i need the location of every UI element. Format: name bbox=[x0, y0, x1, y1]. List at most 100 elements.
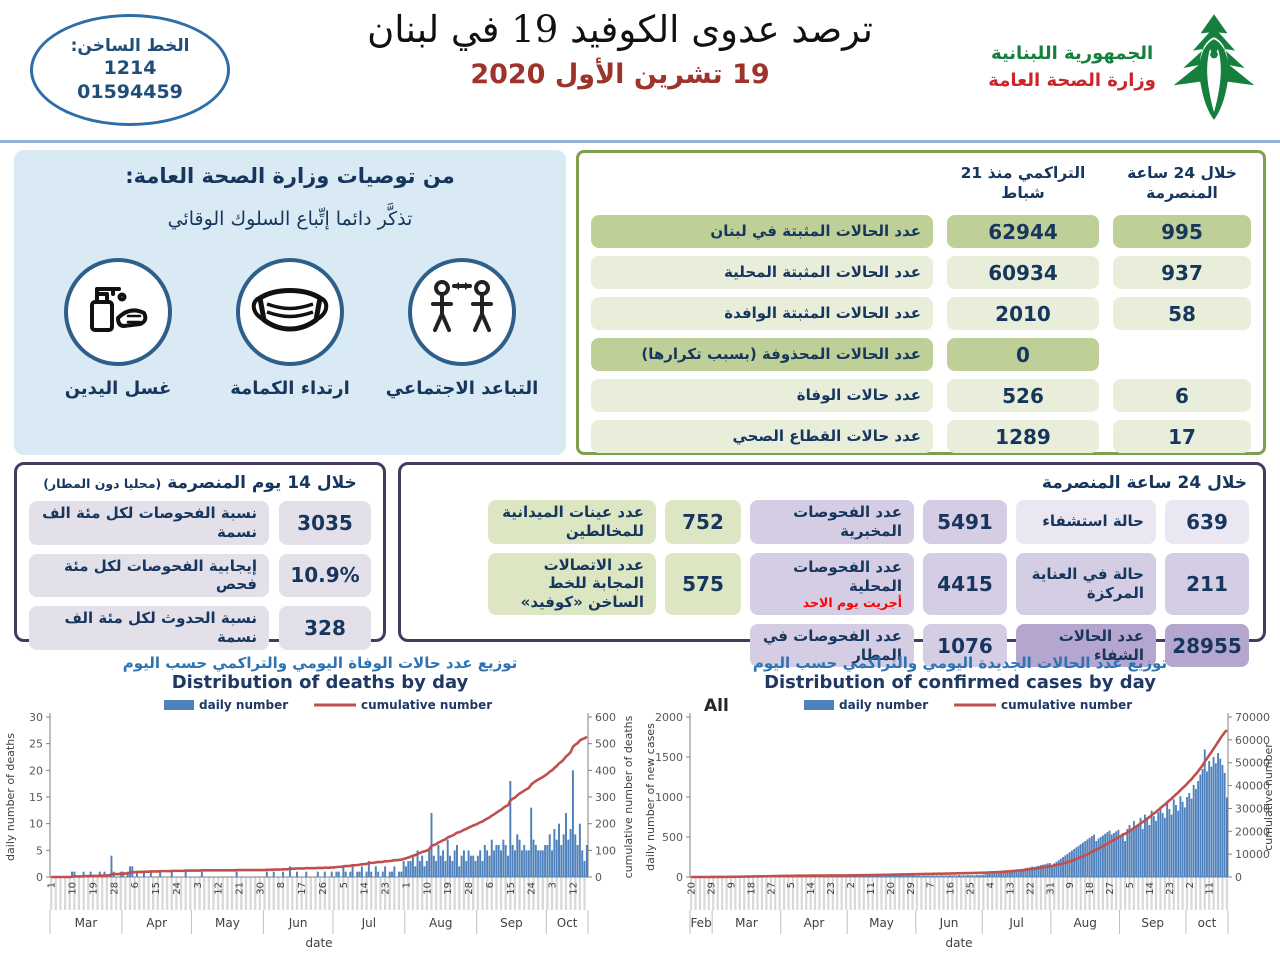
last24-value: 752 bbox=[665, 500, 741, 544]
svg-text:daily number: daily number bbox=[839, 698, 928, 712]
summary-24h-value: 58 bbox=[1113, 297, 1251, 330]
cases-chart-title-ar: توزيع عدد الحالات الجديدة اليومي والتراك… bbox=[640, 654, 1280, 672]
summary-cum-value: 526 bbox=[947, 379, 1099, 412]
svg-text:0: 0 bbox=[36, 871, 43, 884]
recommendation-item: غسل اليدين bbox=[38, 256, 198, 399]
last24-value: 5491 bbox=[923, 500, 1007, 544]
svg-text:15: 15 bbox=[506, 882, 517, 895]
svg-text:Mar: Mar bbox=[735, 916, 758, 930]
svg-text:10: 10 bbox=[422, 882, 433, 895]
summary-cum-value: 2010 bbox=[947, 297, 1099, 330]
svg-text:daily number: daily number bbox=[199, 698, 288, 712]
summary-row-label: عدد الحالات المثبتة الوافدة bbox=[591, 297, 933, 330]
svg-text:6: 6 bbox=[485, 882, 496, 888]
svg-text:300: 300 bbox=[595, 791, 616, 804]
summary-header-spacer bbox=[591, 161, 933, 207]
svg-text:12: 12 bbox=[214, 882, 225, 895]
svg-text:1000: 1000 bbox=[655, 791, 683, 804]
svg-text:3: 3 bbox=[193, 882, 204, 888]
svg-text:28: 28 bbox=[109, 882, 120, 895]
svg-text:2000: 2000 bbox=[655, 711, 683, 724]
svg-text:23: 23 bbox=[1165, 882, 1176, 895]
mask-icon bbox=[234, 256, 346, 368]
summary-cum-value: 62944 bbox=[947, 215, 1099, 248]
svg-text:9: 9 bbox=[726, 882, 737, 888]
svg-text:cumulative number: cumulative number bbox=[1262, 743, 1275, 851]
svg-text:31: 31 bbox=[1045, 882, 1056, 895]
social-distance-icon bbox=[406, 256, 518, 368]
svg-text:7: 7 bbox=[926, 882, 937, 888]
svg-text:18: 18 bbox=[1085, 882, 1096, 895]
fourteen-day-value: 328 bbox=[279, 606, 371, 650]
svg-text:2: 2 bbox=[1185, 882, 1196, 888]
svg-text:oct: oct bbox=[1198, 916, 1217, 930]
svg-text:Sep: Sep bbox=[500, 916, 523, 930]
summary-cum-value: 1289 bbox=[947, 420, 1099, 453]
summary-24h-empty bbox=[1113, 338, 1251, 371]
svg-text:14: 14 bbox=[1145, 882, 1156, 895]
svg-text:Apr: Apr bbox=[804, 916, 825, 930]
svg-text:30: 30 bbox=[255, 882, 266, 895]
last24-label: عدد الاتصالات المجابة للخط الساخن «كوفيد… bbox=[488, 553, 656, 615]
summary-row-label: عدد الحالات المحذوفة (بسبب تكرارها) bbox=[591, 338, 933, 371]
svg-text:27: 27 bbox=[766, 882, 777, 895]
svg-text:0: 0 bbox=[595, 871, 602, 884]
last24-value: 211 bbox=[1165, 553, 1249, 615]
svg-text:8: 8 bbox=[276, 882, 287, 888]
summary-24h-value: 6 bbox=[1113, 379, 1251, 412]
svg-text:date: date bbox=[305, 936, 332, 950]
svg-text:cumulative number of deaths: cumulative number of deaths bbox=[622, 715, 635, 878]
summary-row-label: عدد حالات القطاع الصحي bbox=[591, 420, 933, 453]
svg-text:15: 15 bbox=[151, 882, 162, 895]
svg-text:6: 6 bbox=[130, 882, 141, 888]
svg-text:400: 400 bbox=[595, 764, 616, 777]
cedar-logo-icon bbox=[1166, 12, 1262, 122]
svg-text:5: 5 bbox=[786, 882, 797, 888]
recommendation-label: ارتداء الكمامة bbox=[230, 378, 350, 399]
svg-text:Apr: Apr bbox=[146, 916, 167, 930]
svg-text:20: 20 bbox=[687, 882, 698, 895]
ministry-name: الجمهورية اللبنانية وزارة الصحة العامة bbox=[988, 40, 1156, 94]
fourteen-day-value: 3035 bbox=[279, 501, 371, 545]
svg-text:23: 23 bbox=[381, 882, 392, 895]
svg-text:4: 4 bbox=[985, 882, 996, 888]
svg-text:500: 500 bbox=[595, 738, 616, 751]
svg-text:0: 0 bbox=[676, 871, 683, 884]
cases-chart-title-en: Distribution of confirmed cases by day bbox=[640, 672, 1280, 693]
svg-text:Mar: Mar bbox=[75, 916, 98, 930]
svg-text:28: 28 bbox=[464, 882, 475, 895]
fourteen-day-box: خلال 14 يوم المنصرمة (محليا دون المطار) … bbox=[14, 462, 386, 642]
svg-text:24: 24 bbox=[172, 882, 183, 895]
recommendations-box: من توصيات وزارة الصحة العامة: تذكَّر دائ… bbox=[14, 150, 566, 455]
deaths-chart: توزيع عدد حالات الوفاة اليومي والتراكمي … bbox=[0, 652, 640, 960]
svg-text:70000: 70000 bbox=[1235, 711, 1270, 724]
svg-text:1500: 1500 bbox=[655, 751, 683, 764]
svg-text:30: 30 bbox=[29, 711, 43, 724]
recommendation-item: التباعد الاجتماعي bbox=[382, 256, 542, 399]
recommendations-subtitle: تذكَّر دائما إتِّباع السلوك الوقائي bbox=[14, 208, 566, 230]
svg-text:1: 1 bbox=[47, 882, 58, 888]
svg-text:19: 19 bbox=[88, 882, 99, 895]
hotline-label: الخط الساخن: bbox=[71, 36, 190, 57]
svg-text:10: 10 bbox=[68, 882, 79, 895]
last24-label: حالة استشفاء bbox=[1016, 500, 1156, 544]
fourteen-day-title-text: خلال 14 يوم المنصرمة bbox=[167, 473, 357, 493]
summary-row-label: عدد حالات الوفاة bbox=[591, 379, 933, 412]
svg-text:Aug: Aug bbox=[429, 916, 452, 930]
svg-text:14: 14 bbox=[360, 882, 371, 895]
svg-text:26: 26 bbox=[318, 882, 329, 895]
svg-text:Feb: Feb bbox=[690, 916, 711, 930]
hotline-number-long: 01594459 bbox=[77, 81, 183, 105]
svg-text:5: 5 bbox=[1125, 882, 1136, 888]
svg-text:21: 21 bbox=[234, 882, 245, 895]
svg-text:9: 9 bbox=[1065, 882, 1076, 888]
fourteen-day-label: نسبة الفحوصات لكل مئة الف نسمة bbox=[29, 501, 269, 545]
svg-text:23: 23 bbox=[826, 882, 837, 895]
svg-text:5: 5 bbox=[339, 882, 350, 888]
